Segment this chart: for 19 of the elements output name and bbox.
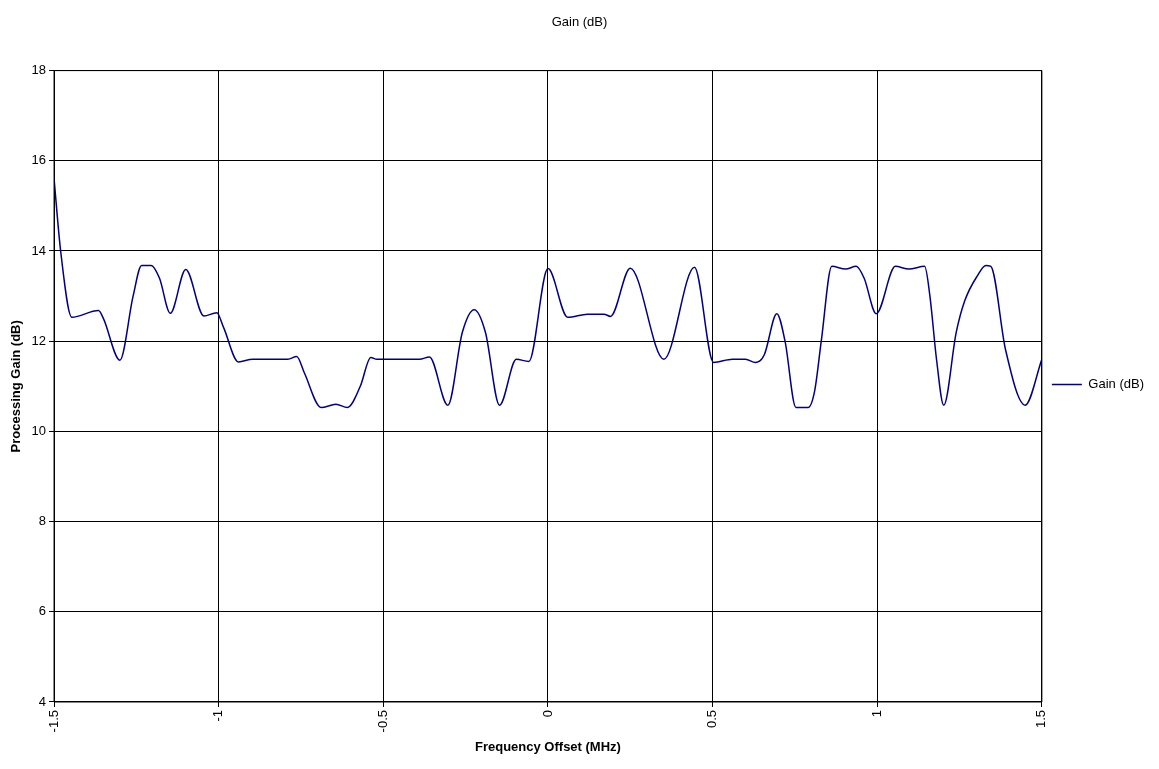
y-axis-title: Processing Gain (dB): [8, 320, 24, 453]
x-axis-title: Frequency Offset (MHz): [475, 738, 621, 754]
y-tick-label: 10: [31, 422, 47, 438]
y-tick-label: 8: [38, 513, 47, 529]
x-tick-label: -1.5: [45, 710, 61, 733]
y-tick-label: 12: [31, 332, 47, 348]
x-tick-label: 1.5: [1033, 710, 1049, 729]
x-tick-label: 1: [868, 710, 884, 718]
chart-title: Gain (dB): [551, 14, 608, 30]
x-tick-label: -1: [210, 710, 226, 722]
x-tick-label: 0.5: [704, 710, 720, 729]
y-tick-label: 4: [38, 693, 47, 709]
y-tick-label: 14: [31, 242, 47, 258]
x-tick-label: -0.5: [374, 710, 390, 733]
y-tick-label: 6: [38, 603, 47, 619]
x-tick-label: 0: [539, 710, 555, 718]
legend-label: Gain (dB): [1088, 376, 1145, 392]
y-tick-label: 18: [31, 62, 47, 78]
y-tick-label: 16: [31, 152, 47, 168]
